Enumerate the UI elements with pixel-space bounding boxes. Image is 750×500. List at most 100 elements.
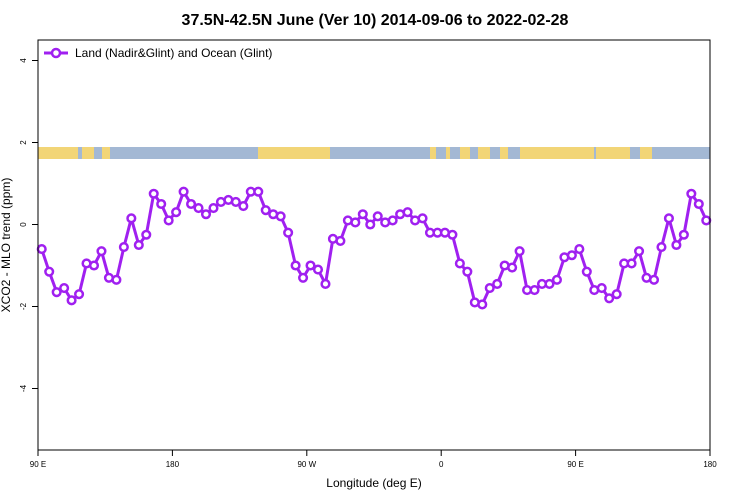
data-point <box>454 258 465 269</box>
land-segment <box>446 147 450 159</box>
data-point <box>111 274 122 285</box>
data-point <box>260 205 271 216</box>
y-axis: -4 -2 0 2 4 <box>19 58 38 392</box>
data-point <box>163 215 174 226</box>
data-point <box>656 242 667 253</box>
data-point <box>611 289 622 300</box>
data-point <box>148 188 159 199</box>
data-point <box>59 283 70 294</box>
data-point <box>551 274 562 285</box>
data-point <box>171 207 182 218</box>
land-segment <box>38 147 78 159</box>
land-segment <box>500 147 508 159</box>
data-point <box>671 239 682 251</box>
y-tick-label: -2 <box>19 302 28 310</box>
x-tick-label: 180 <box>703 460 717 469</box>
data-point <box>312 264 324 275</box>
data-point <box>74 289 85 300</box>
y-tick-label: -4 <box>19 384 28 392</box>
data-point <box>88 260 100 271</box>
data-point <box>36 244 47 255</box>
x-tick-label: 90 E <box>567 460 583 469</box>
data-point <box>96 246 107 257</box>
data-point <box>141 229 152 240</box>
data-point <box>678 229 689 240</box>
data-point <box>178 186 189 197</box>
land-ocean-strip <box>38 147 710 159</box>
data-point <box>44 266 55 277</box>
data-point <box>305 260 316 271</box>
chart-title: 37.5N-42.5N June (Ver 10) 2014-09-06 to … <box>182 12 569 29</box>
data-point <box>484 283 495 294</box>
data-point <box>200 209 212 220</box>
data-point <box>544 278 555 290</box>
land-segment <box>430 147 436 159</box>
data-point <box>462 266 473 277</box>
data-point <box>387 215 398 226</box>
land-segment <box>460 147 470 159</box>
data-point <box>156 198 167 210</box>
data-point <box>634 246 645 257</box>
data-point <box>335 235 346 246</box>
data-point <box>417 213 428 224</box>
y-tick-label: 2 <box>19 140 28 145</box>
land-segment <box>82 147 94 159</box>
data-point <box>283 227 294 238</box>
x-tick-label: 0 <box>439 460 444 469</box>
data-point <box>298 272 309 283</box>
data-point <box>447 229 458 240</box>
legend-marker <box>50 47 62 59</box>
data-point <box>357 209 368 220</box>
data-point <box>118 242 129 253</box>
data-point <box>701 215 712 226</box>
x-tick-label: 90 W <box>297 460 316 469</box>
data-point <box>566 250 577 261</box>
plot-frame <box>37 39 711 451</box>
data-point <box>529 285 540 296</box>
data-point <box>133 239 144 251</box>
data-point <box>693 198 704 210</box>
data-point <box>365 219 376 230</box>
data-point <box>193 203 204 214</box>
land-segment <box>520 147 594 159</box>
data-point <box>238 201 249 212</box>
series-layer <box>36 186 712 310</box>
data-point <box>230 196 241 207</box>
x-axis-label: Longitude (deg E) <box>326 476 421 490</box>
y-tick-label: 0 <box>19 222 28 227</box>
data-point <box>66 295 77 306</box>
land-segment <box>478 147 490 159</box>
data-point <box>350 217 361 228</box>
data-point <box>126 213 137 224</box>
y-axis-label: XCO2 - MLO trend (ppm) <box>0 178 13 313</box>
data-point <box>186 198 197 210</box>
legend: Land (Nadir&Glint) and Ocean (Glint) <box>44 46 272 60</box>
data-point <box>507 262 518 273</box>
data-point <box>686 188 697 199</box>
data-point <box>514 246 525 257</box>
data-point <box>320 278 331 290</box>
data-point <box>596 283 607 294</box>
x-axis: 90 E 180 90 W 0 90 E 180 <box>30 450 717 469</box>
y-tick-label: 4 <box>19 58 28 63</box>
data-point <box>574 244 585 255</box>
data-point <box>581 266 592 277</box>
data-point <box>648 274 660 285</box>
data-point <box>492 278 503 290</box>
data-point <box>402 207 413 218</box>
legend-label: Land (Nadir&Glint) and Ocean (Glint) <box>75 46 272 60</box>
data-point <box>290 260 301 271</box>
data-point <box>372 211 383 222</box>
data-point <box>253 186 264 197</box>
data-point <box>275 211 286 222</box>
land-segment <box>640 147 652 159</box>
data-point <box>604 293 615 304</box>
data-point <box>51 287 62 298</box>
data-point <box>663 213 674 224</box>
land-segment <box>596 147 630 159</box>
land-segment <box>102 147 110 159</box>
x-tick-label: 180 <box>166 460 180 469</box>
data-point <box>626 258 637 269</box>
x-tick-label: 90 E <box>30 460 46 469</box>
